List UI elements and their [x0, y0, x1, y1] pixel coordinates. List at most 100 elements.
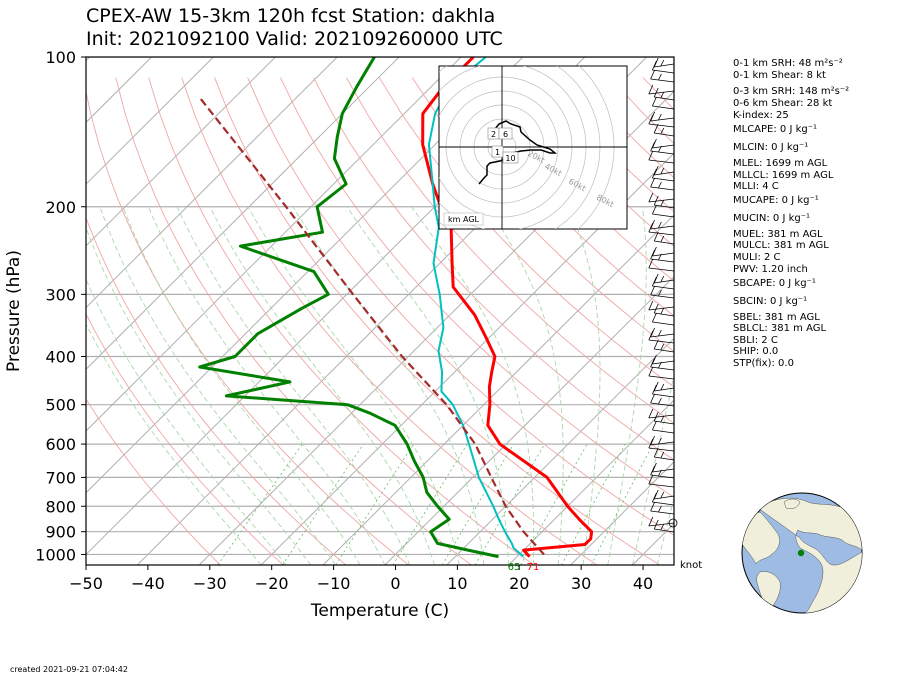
wind-barb	[653, 87, 675, 101]
y-axis-label: Pressure (hPa)	[4, 250, 24, 372]
wind-barb	[652, 96, 675, 110]
index-line: SBEL: 381 m AGL	[733, 312, 820, 323]
dry-adiabat	[477, 77, 674, 282]
moist-adiabat	[411, 206, 535, 565]
x-tick-label: −20	[255, 574, 289, 593]
x-tick-label: 20	[509, 574, 529, 593]
index-line: MULI: 2 C	[733, 252, 781, 263]
isotherm	[384, 275, 674, 565]
wind-barb	[652, 462, 675, 473]
background-lines	[86, 57, 674, 565]
wind-barb	[650, 141, 675, 155]
wind-barb	[650, 219, 675, 230]
wind-barb	[653, 489, 675, 500]
wind-barb	[650, 285, 675, 299]
dry-adiabat	[379, 77, 674, 388]
mixing-ratio-line	[282, 443, 364, 565]
hodograph-height-label: 6	[503, 130, 508, 139]
wind-barb	[652, 204, 675, 218]
wind-barb	[653, 381, 675, 392]
wind-barb	[648, 474, 675, 488]
y-tick-label: 600	[45, 435, 76, 454]
y-tick-label: 300	[45, 285, 76, 304]
x-tick-label: 40	[633, 574, 653, 593]
dry-adiabat	[86, 89, 409, 565]
dry-adiabat	[280, 77, 674, 498]
moist-adiabat	[487, 206, 564, 565]
wind-barb	[652, 246, 675, 257]
moist-adiabat	[247, 206, 460, 565]
dry-adiabat	[181, 77, 598, 565]
moist-adiabat	[209, 206, 435, 565]
wind-barb	[648, 330, 675, 344]
y-tick-label: 800	[45, 497, 76, 516]
index-line: MUCAPE: 0 J kg⁻¹	[733, 195, 819, 206]
mixing-ratio-line	[441, 443, 515, 565]
y-tick-label: 200	[45, 198, 76, 217]
chart-title-line1: CPEX-AW 15-3km 120h fcst Station: dakhla	[86, 5, 496, 27]
dry-adiabat	[411, 77, 674, 352]
wind-barb	[652, 138, 675, 149]
isotherm	[508, 399, 674, 565]
x-tick-label: −50	[69, 574, 103, 593]
isotherm	[86, 57, 462, 432]
moist-adiabat	[656, 496, 674, 565]
dry-adiabat	[444, 77, 674, 317]
isotherm	[86, 57, 400, 370]
isotherm	[570, 461, 674, 565]
dewpoint-line	[198, 57, 499, 559]
wind-barb	[653, 57, 675, 68]
wind-barb	[650, 69, 675, 83]
y-axis-ticks: 100 200 300 400 500 600 700 800 900 1000	[35, 48, 86, 564]
y-tick-label: 100	[45, 48, 76, 67]
hodograph-height-label: 2	[491, 130, 496, 139]
index-line: 0-3 km SRH: 148 m²s⁻²	[733, 86, 850, 97]
wind-barb	[648, 516, 675, 527]
x-axis-label: Temperature (C)	[310, 601, 449, 621]
index-line: K-index: 25	[733, 110, 789, 121]
wind-barb	[650, 111, 675, 122]
wind-barb	[650, 393, 675, 407]
index-line: MLLI: 4 C	[733, 181, 779, 192]
dry-adiabat	[313, 77, 674, 461]
index-line: SBCAPE: 0 J kg⁻¹	[733, 278, 816, 289]
wind-barb	[648, 258, 675, 272]
wind-barb	[652, 384, 675, 398]
wind-barb	[648, 438, 675, 452]
index-line: SHIP: 0.0	[733, 346, 779, 357]
x-axis-ticks: −50 −40 −30 −20 −10 0 10 20 30 40	[69, 565, 653, 593]
mixing-ratio-line	[335, 443, 414, 565]
moist-adiabat	[607, 206, 647, 565]
wind-barb	[650, 327, 675, 338]
wind-units-label: knot	[680, 560, 703, 571]
index-line: 0-1 km Shear: 8 kt	[733, 70, 826, 81]
parcel-profile-line	[197, 95, 545, 556]
x-tick-label: −10	[317, 574, 351, 593]
wind-barb	[653, 273, 675, 284]
wind-barb	[652, 60, 675, 74]
wind-barb	[648, 300, 675, 311]
dry-adiabat	[86, 312, 284, 565]
hodograph-inset: 20kt 40kt 60kt 80kt 2 6 1 10 km AGL	[438, 65, 628, 230]
virtual-temperature-line	[427, 57, 524, 558]
wind-barb	[653, 195, 675, 209]
wind-barb	[653, 519, 675, 533]
chart-title-line2: Init: 2021092100 Valid: 202109260000 UTC	[86, 28, 503, 50]
index-line: MUEL: 381 m AGL	[733, 229, 823, 240]
wind-barb	[652, 312, 675, 326]
index-line: MLCAPE: 0 J kg⁻¹	[733, 124, 818, 135]
wind-barbs	[648, 57, 678, 548]
x-tick-label: 0	[390, 574, 400, 593]
wind-barb	[650, 465, 675, 479]
moist-adiabat	[292, 206, 485, 565]
moist-adiabat	[176, 206, 411, 565]
moist-adiabat	[346, 206, 510, 565]
wind-barb	[652, 420, 675, 434]
hodograph-height-label: 1	[495, 148, 500, 157]
wind-barb	[648, 222, 675, 236]
mixing-ratio-line	[217, 443, 303, 565]
hodograph-trace	[478, 120, 558, 185]
globe-locator-map	[741, 492, 863, 614]
hodograph-height-label: 10	[505, 154, 515, 163]
index-line: SBLI: 2 C	[733, 335, 778, 346]
